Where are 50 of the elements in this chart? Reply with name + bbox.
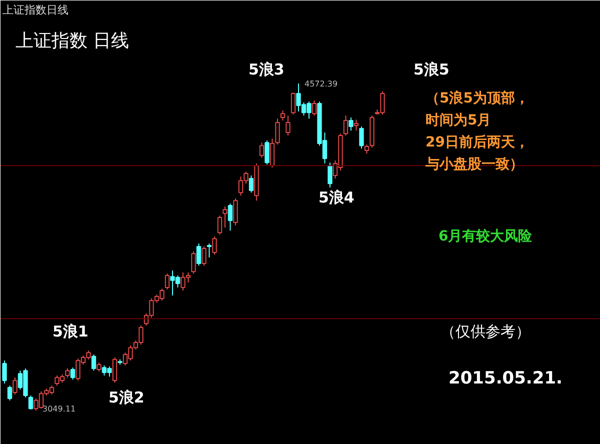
candlestick [164,273,170,290]
annotation: 5浪1 [52,322,88,340]
candlestick [222,206,228,228]
candlestick [12,376,18,395]
candlestick [275,118,280,146]
candlestick [2,360,7,384]
text: 5浪5 [414,60,450,78]
candlestick [217,215,222,235]
text: 与小盘股一致） [424,156,524,172]
candlestick [259,142,264,158]
annotation: 4572.39 [304,80,338,88]
candlestick [112,357,118,384]
text: 29日前后两天， [426,134,529,150]
candlestick [96,362,102,372]
candlestick [280,110,286,122]
candlestick [91,354,96,372]
text: 2015.05.21. [448,368,563,388]
candlestick [270,138,275,168]
candlestick [264,140,270,166]
text: 5浪3 [248,60,284,78]
candlestick [70,367,76,380]
text: 时间为5月 [426,112,492,128]
candlestick [364,144,370,154]
annotation: 5浪4 [318,188,354,206]
candlestick [228,203,233,232]
text: （仅供参考） [440,322,530,340]
candlestick [290,92,296,115]
text: （5浪5为顶部， [426,90,529,106]
candlestick [343,115,348,136]
candlestick [212,236,217,255]
candlestick [191,250,196,274]
candlestick [248,174,254,194]
candlestick [359,126,364,150]
candlestick [196,243,202,266]
candlestick [202,246,206,266]
text: 上证指数日线 [2,4,68,16]
chart-title: 上证指数 日线 [16,30,130,52]
candlestick [7,385,12,401]
candlestick [312,100,317,116]
candlestick [348,117,354,132]
text: 6月有较大风险 [438,228,534,244]
candlestick [286,115,290,136]
candlestick [28,394,34,410]
candlestick [233,198,238,226]
annotation: 3049.11 [42,404,76,414]
candlestick [354,119,359,132]
candlestick [328,162,332,188]
annotation: 5浪2 [108,388,144,406]
candlestick [206,243,212,258]
candlestick [65,368,70,378]
